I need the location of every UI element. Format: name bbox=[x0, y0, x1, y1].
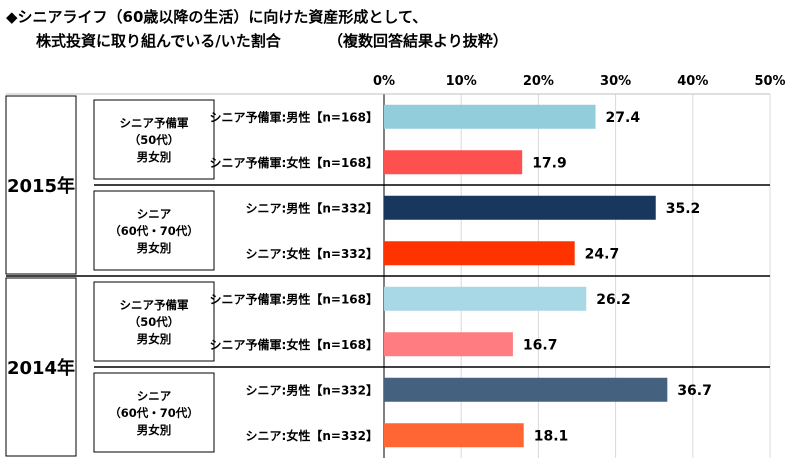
bar bbox=[384, 286, 587, 311]
bar-value-label: 17.9 bbox=[532, 155, 567, 171]
year-box bbox=[5, 277, 77, 457]
year-label: 2015年 bbox=[7, 175, 75, 197]
group-label: 男女別 bbox=[137, 150, 172, 164]
group-box bbox=[93, 281, 215, 362]
bar-value-label: 36.7 bbox=[677, 383, 712, 399]
group-label: （60代・70代） bbox=[109, 224, 199, 238]
x-tick-label: 10% bbox=[446, 74, 477, 89]
year-label: 2014年 bbox=[7, 357, 75, 379]
bar-category-label: シニア予備軍:男性【n=168】 bbox=[210, 109, 378, 124]
bar-category-label: シニア予備軍:女性【n=168】 bbox=[210, 337, 378, 352]
x-tick-label: 0% bbox=[373, 74, 395, 89]
bar-category-label: シニア:男性【n=332】 bbox=[246, 382, 378, 397]
group-label: （60代・70代） bbox=[109, 406, 199, 420]
group-box bbox=[93, 99, 215, 180]
bar-value-label: 35.2 bbox=[666, 201, 701, 217]
bar-value-label: 18.1 bbox=[534, 428, 569, 444]
bar bbox=[384, 241, 575, 266]
bar-value-label: 27.4 bbox=[606, 110, 641, 126]
group-box bbox=[93, 190, 215, 271]
bar bbox=[384, 104, 596, 129]
group-label: シニア bbox=[137, 207, 172, 221]
bar-value-label: 24.7 bbox=[585, 246, 620, 262]
bar-category-label: シニア予備軍:男性【n=168】 bbox=[210, 291, 378, 306]
bar bbox=[384, 150, 523, 175]
bar-value-label: 26.2 bbox=[596, 292, 631, 308]
bar-category-label: シニア:男性【n=332】 bbox=[246, 200, 378, 215]
group-label: シニア bbox=[137, 389, 172, 403]
group-label: シニア予備軍 bbox=[120, 116, 189, 130]
year-box bbox=[5, 95, 77, 275]
bar-category-label: シニア:女性【n=332】 bbox=[246, 246, 378, 261]
group-box bbox=[93, 372, 215, 453]
group-label: （50代） bbox=[129, 133, 180, 147]
x-tick-label: 20% bbox=[523, 74, 554, 89]
x-tick-label: 40% bbox=[677, 74, 708, 89]
x-tick-label: 30% bbox=[600, 74, 631, 89]
bar-category-label: シニア予備軍:女性【n=168】 bbox=[210, 155, 378, 170]
chart-title-line2: 株式投資に取り組んでいる/いた割合 bbox=[36, 32, 281, 50]
bar-value-label: 16.7 bbox=[523, 337, 558, 353]
x-tick-label: 50% bbox=[754, 74, 785, 89]
bar-category-label: シニア:女性【n=332】 bbox=[246, 428, 378, 443]
bar bbox=[384, 377, 668, 402]
chart-title-line1: ◆シニアライフ（60歳以降の生活）に向けた資産形成として、 bbox=[6, 8, 428, 26]
group-label: 男女別 bbox=[137, 423, 172, 437]
group-label: 男女別 bbox=[137, 241, 172, 255]
bar bbox=[384, 423, 524, 448]
group-label: （50代） bbox=[129, 315, 180, 329]
chart-title-note: （複数回答結果より抜粋） bbox=[328, 32, 508, 50]
bar bbox=[384, 332, 513, 357]
group-label: シニア予備軍 bbox=[120, 298, 189, 312]
bar bbox=[384, 195, 656, 220]
group-label: 男女別 bbox=[137, 332, 172, 346]
